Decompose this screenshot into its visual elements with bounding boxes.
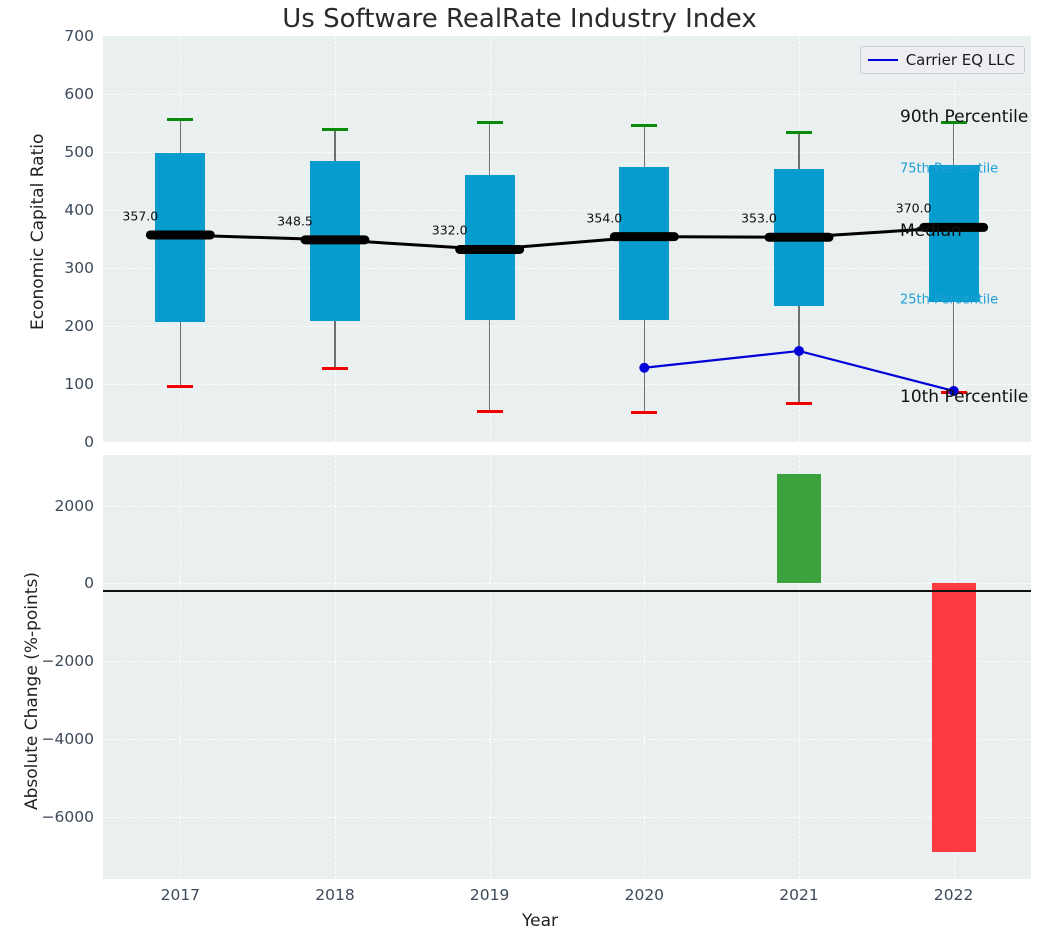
company-line	[644, 349, 954, 393]
p90-cap	[786, 131, 812, 135]
p10-cap	[631, 411, 658, 415]
company-data-point	[794, 345, 804, 356]
waterfall-bar	[777, 474, 821, 584]
median-value-label: 354.0	[586, 210, 623, 226]
company-data-point	[948, 385, 959, 396]
p10-cap	[167, 385, 194, 389]
gridline-horizontal	[103, 152, 1031, 153]
lower-zero-line	[103, 590, 1031, 592]
gridline-horizontal	[103, 816, 1031, 818]
y-tick-label: −6000	[41, 807, 94, 826]
y-tick-label: 100	[64, 375, 94, 393]
percentile-annotation: 75th Percentile	[900, 161, 999, 177]
p90-cap	[476, 120, 503, 124]
percentile-annotation: 10th Percentile	[900, 386, 1029, 407]
p90-cap	[940, 120, 967, 124]
p10-cap	[476, 410, 503, 414]
median-value-label: 332.0	[431, 222, 468, 238]
percentile-annotation: Median	[900, 220, 962, 241]
y-tick-label: 300	[64, 259, 94, 277]
gridline-vertical	[489, 455, 491, 879]
box	[928, 164, 979, 302]
median-value-label: 370.0	[895, 200, 932, 216]
legend-line-icon	[867, 59, 898, 61]
gridline-vertical	[799, 455, 800, 879]
gridline-horizontal	[103, 583, 1031, 585]
gridline-vertical	[335, 455, 336, 879]
p90-cap	[322, 127, 348, 131]
gridline-horizontal	[103, 268, 1031, 269]
p90-cap	[631, 124, 658, 128]
y-tick-label: 700	[64, 27, 94, 45]
y-tick-label: 0	[84, 574, 94, 593]
y-tick-label: 200	[64, 317, 94, 335]
percentile-annotation: 90th Percentile	[900, 107, 1029, 128]
gridline-vertical	[644, 455, 646, 879]
company-data-point	[639, 362, 650, 373]
x-tick-label: 2018	[315, 886, 355, 904]
x-tick-label: 2021	[779, 886, 819, 904]
gridline-vertical	[180, 455, 182, 879]
p10-cap	[786, 401, 812, 405]
legend-label: Carrier EQ LLC	[905, 51, 1015, 69]
median-value-label: 348.5	[277, 213, 313, 229]
x-tick-label: 2020	[624, 886, 665, 904]
median-value-label: 357.0	[122, 208, 159, 224]
x-tick-label: 2019	[469, 886, 510, 904]
gridline-horizontal	[103, 661, 1031, 663]
x-axis-label: Year	[522, 911, 558, 931]
y-tick-label: −4000	[41, 729, 94, 748]
p10-cap	[322, 366, 348, 370]
gridline-horizontal	[103, 505, 1031, 507]
y-tick-label: 0	[84, 433, 94, 451]
x-tick-label: 2022	[933, 886, 974, 904]
gridline-horizontal	[103, 94, 1031, 95]
box	[619, 166, 670, 321]
gridline-horizontal	[103, 738, 1031, 740]
gridline-horizontal	[103, 384, 1031, 385]
gridline-horizontal	[103, 326, 1031, 327]
y-tick-label: 400	[64, 201, 94, 219]
p90-cap	[167, 118, 194, 122]
gridline-horizontal	[103, 210, 1031, 211]
y-tick-label: 500	[64, 143, 94, 161]
x-tick-label: 2017	[160, 886, 201, 904]
percentile-annotation: 25th Percentile	[900, 292, 999, 308]
lower-panel-background	[103, 455, 1031, 879]
y-tick-label: −2000	[41, 652, 94, 671]
upper-panel-background	[103, 36, 1031, 442]
median-value-label: 353.0	[741, 210, 777, 226]
gridline-horizontal	[103, 442, 1031, 443]
y-tick-label: 600	[64, 85, 94, 103]
y-tick-label: 2000	[54, 496, 94, 515]
waterfall-bar	[931, 583, 976, 852]
chart-title: Us Software RealRate Industry Index	[282, 4, 757, 34]
chart-legend[interactable]: Carrier EQ LLC	[859, 46, 1025, 74]
